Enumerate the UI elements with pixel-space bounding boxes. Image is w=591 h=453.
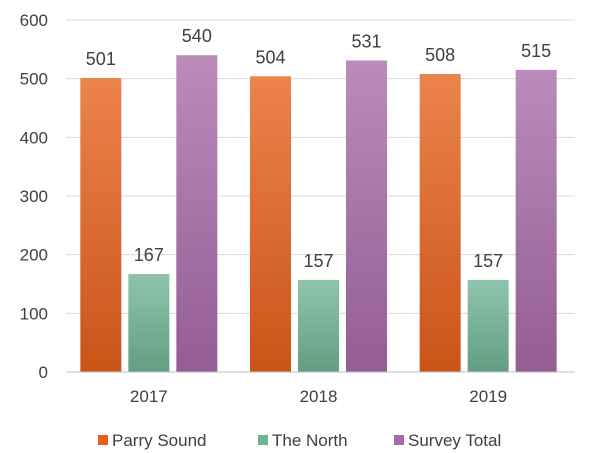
legend-swatch bbox=[258, 435, 268, 445]
bar-parry-sound-2019 bbox=[419, 73, 461, 373]
legend-swatch bbox=[394, 435, 404, 445]
data-label: 508 bbox=[425, 45, 455, 65]
legend-label: The North bbox=[272, 431, 348, 450]
x-category-label: 2018 bbox=[300, 387, 338, 406]
data-label: 515 bbox=[521, 41, 551, 61]
data-label: 157 bbox=[303, 251, 333, 271]
legend: Parry Sound The North Survey Total bbox=[98, 431, 501, 450]
bar-survey-total-2019 bbox=[515, 69, 557, 372]
legend-swatch bbox=[98, 435, 108, 445]
data-label: 157 bbox=[473, 251, 503, 271]
bars bbox=[80, 55, 557, 373]
data-label: 504 bbox=[255, 47, 285, 67]
y-tick-label: 0 bbox=[39, 363, 48, 382]
y-axis-tick-labels: 0 100 200 300 400 500 600 bbox=[20, 11, 48, 382]
data-label: 531 bbox=[351, 31, 381, 51]
bar-survey-total-2017 bbox=[176, 55, 218, 372]
bar-the-north-2019 bbox=[467, 279, 509, 372]
legend-label: Survey Total bbox=[408, 431, 501, 450]
bar-the-north-2018 bbox=[298, 279, 339, 372]
y-tick-label: 100 bbox=[20, 304, 48, 323]
legend-label: Parry Sound bbox=[112, 431, 207, 450]
bar-survey-total-2018 bbox=[346, 60, 387, 372]
bar-parry-sound-2018 bbox=[250, 76, 291, 372]
data-labels: 501 167 540 504 157 531 508 157 515 bbox=[86, 26, 551, 271]
data-label: 501 bbox=[86, 49, 116, 69]
bar-the-north-2017 bbox=[128, 274, 170, 372]
y-tick-label: 600 bbox=[20, 11, 48, 30]
y-tick-label: 400 bbox=[20, 128, 48, 147]
y-tick-label: 500 bbox=[20, 70, 48, 89]
x-category-label: 2017 bbox=[130, 387, 168, 406]
x-category-label: 2019 bbox=[469, 387, 507, 406]
x-axis-category-labels: 2017 2018 2019 bbox=[130, 387, 507, 406]
y-tick-label: 200 bbox=[20, 246, 48, 265]
bar-parry-sound-2017 bbox=[80, 78, 122, 372]
data-label: 167 bbox=[134, 245, 164, 265]
y-tick-label: 300 bbox=[20, 187, 48, 206]
data-label: 540 bbox=[182, 26, 212, 46]
